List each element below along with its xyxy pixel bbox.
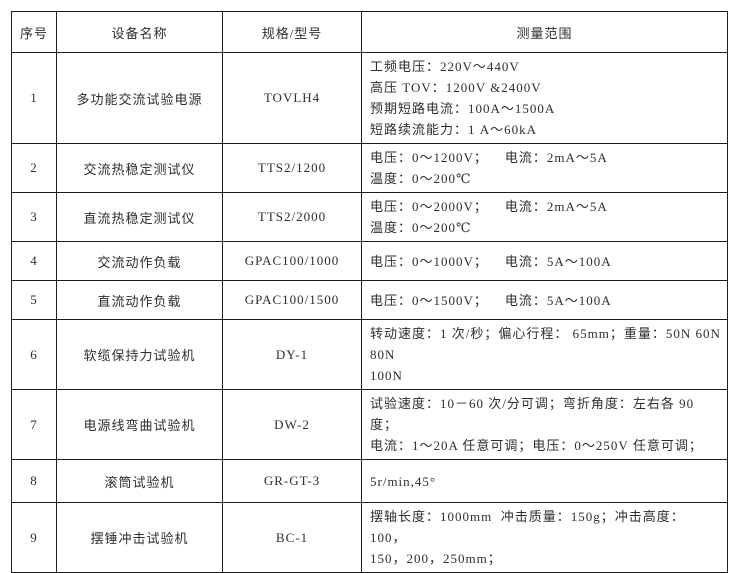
row-no: 2 — [11, 143, 57, 193]
header-equipment-name: 设备名称 — [56, 11, 223, 53]
measurement-range: 电压：0～1500V； 电流：5A～100A — [361, 280, 728, 320]
range-line: 电流：1～20A 任意可调；电压：0～250V 任意可调； — [370, 438, 703, 453]
measurement-range: 电压：0～1200V； 电流：2mA～5A 温度：0～200℃ — [361, 143, 728, 193]
equipment-name: 交流动作负载 — [56, 241, 223, 281]
row-no: 7 — [11, 389, 57, 460]
row-no: 9 — [11, 502, 57, 573]
range-line: 温度：0～200℃ — [370, 220, 472, 235]
equipment-name: 摆锤冲击试验机 — [56, 502, 223, 573]
model: TTS2/2000 — [222, 192, 362, 242]
measurement-range: 工频电压：220V～440V 高压 TOV：1200V &2400V 预期短路电… — [361, 52, 728, 144]
range-line: 摆轴长度：1000mm 冲击质量：150g；冲击高度：100， — [370, 509, 685, 545]
range-line: 高压 TOV：1200V &2400V — [370, 80, 542, 95]
header-model: 规格/型号 — [222, 11, 362, 53]
measurement-range: 电压：0～1000V； 电流：5A～100A — [361, 241, 728, 281]
model: DY-1 — [222, 319, 362, 390]
equipment-name: 电源线弯曲试验机 — [56, 389, 223, 460]
equipment-name: 滚筒试验机 — [56, 459, 223, 503]
range-line: 电压：0～2000V； 电流：2mA～5A — [370, 199, 608, 214]
range-line: 电压：0～1200V； 电流：2mA～5A — [370, 150, 608, 165]
table-row: 5 直流动作负载 GPAC100/1500 电压：0～1500V； 电流：5A～… — [11, 280, 728, 320]
range-line: 100N — [370, 368, 403, 383]
model: GPAC100/1000 — [222, 241, 362, 281]
row-no: 4 — [11, 241, 57, 281]
model: TOVLH4 — [222, 52, 362, 144]
header-measurement-range: 测量范围 — [361, 11, 728, 53]
model: DW-2 — [222, 389, 362, 460]
range-line: 试验速度：10－60 次/分可调；弯折角度：左右各 90 度； — [370, 396, 699, 432]
measurement-range: 试验速度：10－60 次/分可调；弯折角度：左右各 90 度； 电流：1～20A… — [361, 389, 728, 460]
row-no: 3 — [11, 192, 57, 242]
measurement-range: 5r/min,45° — [361, 459, 728, 503]
model: GR-GT-3 — [222, 459, 362, 503]
measurement-range: 转动速度：1 次/秒；偏心行程： 65mm；重量：50N 60N 80N 100… — [361, 319, 728, 390]
table-row: 1 多功能交流试验电源 TOVLH4 工频电压：220V～440V 高压 TOV… — [11, 52, 728, 144]
row-no: 6 — [11, 319, 57, 390]
model: BC-1 — [222, 502, 362, 573]
range-line: 电压：0～1500V； 电流：5A～100A — [370, 292, 612, 308]
table-row: 7 电源线弯曲试验机 DW-2 试验速度：10－60 次/分可调；弯折角度：左右… — [11, 389, 728, 460]
equipment-name: 直流热稳定测试仪 — [56, 192, 223, 242]
table-row: 8 滚筒试验机 GR-GT-3 5r/min,45° — [11, 459, 728, 503]
range-line: 转动速度：1 次/秒；偏心行程： 65mm；重量：50N 60N 80N — [370, 326, 726, 362]
range-line: 电压：0～1000V； 电流：5A～100A — [370, 253, 612, 269]
equipment-name: 软缆保持力试验机 — [56, 319, 223, 390]
range-line: 温度：0～200℃ — [370, 171, 472, 186]
model: GPAC100/1500 — [222, 280, 362, 320]
table-row: 4 交流动作负载 GPAC100/1000 电压：0～1000V； 电流：5A～… — [11, 241, 728, 281]
range-line: 预期短路电流：100A～1500A — [370, 101, 556, 116]
equipment-name: 多功能交流试验电源 — [56, 52, 223, 144]
table-row: 2 交流热稳定测试仪 TTS2/1200 电压：0～1200V； 电流：2mA～… — [11, 143, 728, 193]
row-no: 8 — [11, 459, 57, 503]
table-row: 6 软缆保持力试验机 DY-1 转动速度：1 次/秒；偏心行程： 65mm；重量… — [11, 319, 728, 390]
table-row: 9 摆锤冲击试验机 BC-1 摆轴长度：1000mm 冲击质量：150g；冲击高… — [11, 502, 728, 573]
row-no: 1 — [11, 52, 57, 144]
range-line: 工频电压：220V～440V — [370, 59, 520, 74]
table-header-row: 序号 设备名称 规格/型号 测量范围 — [11, 11, 728, 53]
header-no: 序号 — [11, 11, 57, 53]
measurement-range: 电压：0～2000V； 电流：2mA～5A 温度：0～200℃ — [361, 192, 728, 242]
range-line: 短路续流能力：1 A～60kA — [370, 122, 538, 137]
model: TTS2/1200 — [222, 143, 362, 193]
table-row: 3 直流热稳定测试仪 TTS2/2000 电压：0～2000V； 电流：2mA～… — [11, 192, 728, 242]
equipment-name: 交流热稳定测试仪 — [56, 143, 223, 193]
equipment-name: 直流动作负载 — [56, 280, 223, 320]
range-line: 150，200，250mm； — [370, 551, 502, 566]
row-no: 5 — [11, 280, 57, 320]
measurement-range: 摆轴长度：1000mm 冲击质量：150g；冲击高度：100， 150，200，… — [361, 502, 728, 573]
range-line: 5r/min,45° — [370, 473, 437, 489]
equipment-spec-table: 序号 设备名称 规格/型号 测量范围 1 多功能交流试验电源 TOVLH4 工频… — [11, 11, 728, 573]
